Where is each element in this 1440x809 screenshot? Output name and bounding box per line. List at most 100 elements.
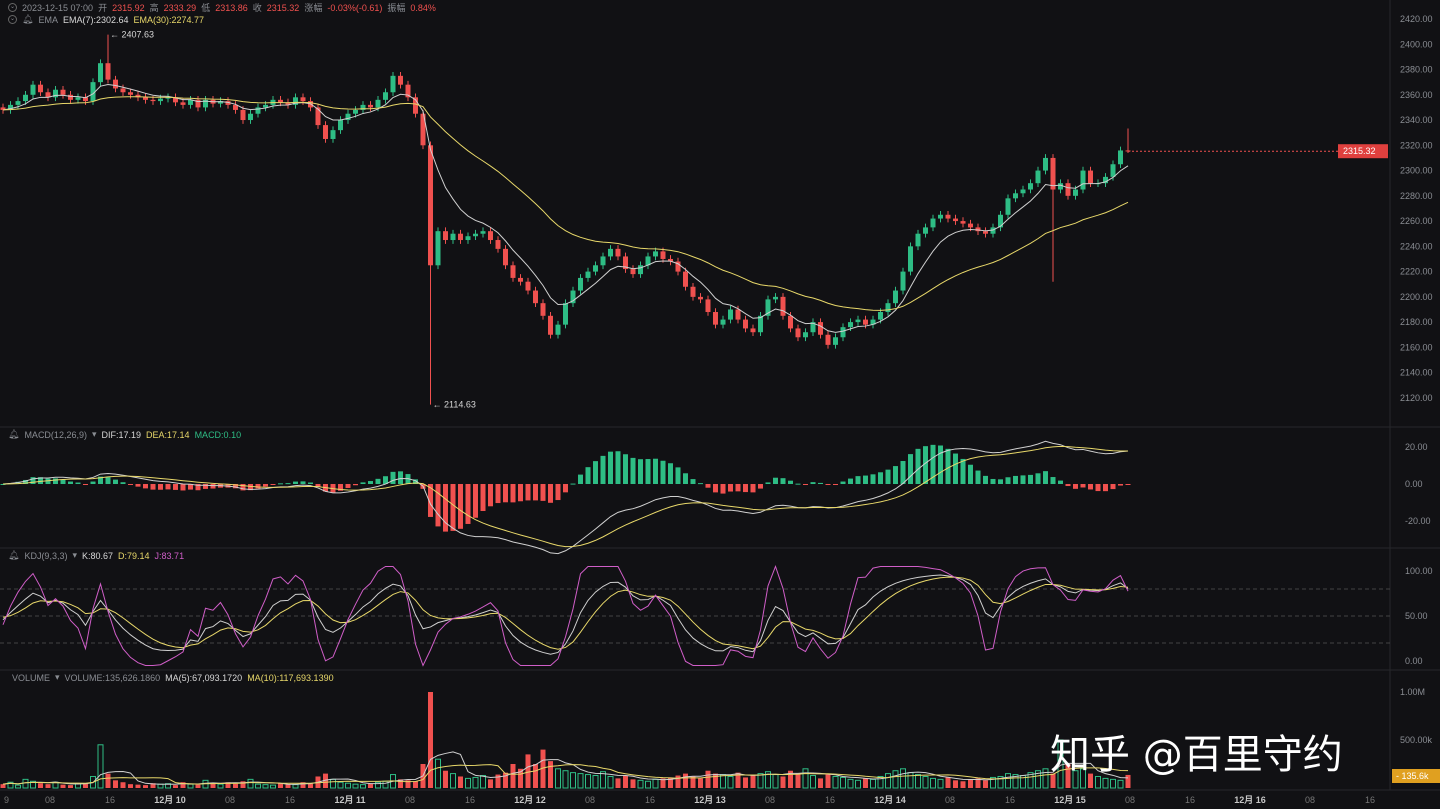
macd-histogram-bar [953, 453, 958, 484]
candle-body [563, 303, 568, 325]
candle-body [705, 299, 711, 313]
macd-histogram-bar [533, 484, 538, 501]
time-tick-label: 12月 12 [514, 795, 546, 805]
macd-histogram-bar [750, 484, 756, 493]
candle-body [285, 102, 291, 105]
candle-body [1118, 150, 1123, 165]
time-tick-label: 08 [585, 795, 595, 805]
volume-bar [945, 777, 951, 788]
kdj-indicator-name[interactable]: KDJ(9,3,3) [24, 550, 68, 561]
candle-body [810, 322, 816, 333]
volume-bar [105, 773, 111, 788]
macd-tick-label: -20.00 [1405, 516, 1431, 526]
d-line [2, 576, 1129, 650]
macd-histogram-bar [818, 482, 823, 484]
bell-icon[interactable]: 🔔︎ [8, 429, 20, 439]
volume-bar [488, 779, 493, 788]
macd-histogram-bar [495, 484, 501, 504]
candle-body [263, 104, 268, 108]
collapse-icon[interactable]: ⌄ [8, 3, 17, 12]
kdj-tick-label: 50.00 [1405, 611, 1428, 621]
candle-body [548, 315, 553, 335]
volume-bar [323, 773, 328, 788]
volume-bar [1042, 768, 1049, 789]
time-tick-label: 16 [1185, 795, 1195, 805]
macd-histogram-bar [120, 482, 126, 484]
volume-bar [225, 782, 231, 788]
volume-ma10-line [2, 764, 1129, 785]
volume-bar [788, 770, 793, 788]
ema-legend: ⌄ 🔔︎ EMA EMA(7):2302.64 EMA(30):2274.77 [8, 14, 205, 25]
candle-body [105, 63, 111, 80]
macd-histogram-bar [248, 484, 253, 491]
macd-histogram-bar [353, 484, 358, 486]
dropdown-icon[interactable]: ▾ [91, 429, 97, 439]
volume-bar [22, 778, 29, 789]
macd-histogram-bar [990, 478, 996, 484]
volume-bar [270, 784, 276, 789]
macd-histogram-bar [893, 466, 898, 484]
dropdown-icon[interactable]: ▾ [72, 550, 77, 560]
macd-histogram-bar [570, 483, 576, 485]
volume-bar [113, 780, 118, 788]
bell-icon[interactable]: 🔔︎ [8, 550, 20, 560]
macd-histogram-bar [923, 446, 928, 484]
kdj-legend: 🔔︎ KDJ(9,3,3) ▾ K:80.67 D:79.14 J:83.71 [8, 550, 185, 561]
time-tick-label: 16 [1005, 795, 1015, 805]
volume-bar [615, 778, 621, 788]
volume-bar [255, 783, 261, 789]
volume-bar [1012, 774, 1019, 789]
candle-body [923, 227, 928, 234]
macd-histogram-bar [203, 484, 208, 489]
volume-bar [30, 780, 36, 789]
price-tick-label: 2140.00 [1400, 368, 1433, 378]
candle-body [1058, 183, 1063, 190]
macd-tick-label: 20.00 [1405, 442, 1428, 452]
candle-body [533, 290, 538, 304]
macd-histogram-bar [390, 471, 396, 484]
volume-bar [97, 744, 104, 789]
volume-bar [368, 783, 373, 788]
volume-bar [577, 773, 584, 789]
candle-body [945, 214, 951, 219]
macd-histogram-bar [293, 481, 298, 484]
macd-histogram-bar [105, 477, 111, 484]
candle-body [1065, 183, 1071, 196]
macd-indicator-name[interactable]: MACD(12,26,9) [24, 429, 87, 440]
volume-bar [345, 782, 351, 789]
macd-histogram-bar [690, 479, 696, 484]
candle-body [848, 322, 853, 328]
candle-body [660, 251, 666, 259]
volume-bar [630, 779, 636, 788]
time-tick-label: 12月 14 [874, 795, 906, 805]
candle-body [240, 109, 246, 121]
k-line [2, 574, 1129, 655]
macd-histogram-bar [968, 464, 973, 484]
volume-bar [308, 783, 313, 788]
macd-histogram-bar [30, 477, 36, 484]
volume-ma5-line [2, 751, 1129, 785]
volume-bar [195, 784, 201, 788]
time-tick-label: 9 [4, 795, 9, 805]
candle-body [420, 113, 426, 146]
volume-bar [120, 782, 126, 788]
macd-histogram-bar [68, 481, 73, 484]
macd-histogram-bar [285, 483, 291, 485]
collapse-icon[interactable]: ⌄ [8, 15, 17, 24]
macd-histogram-bar [150, 484, 156, 490]
ema-indicator-name[interactable]: EMA [38, 14, 58, 25]
volume-bar [443, 770, 448, 788]
bell-icon[interactable]: 🔔︎ [22, 14, 34, 24]
time-tick-label: 16 [1365, 795, 1375, 805]
volume-bar [600, 771, 606, 789]
candle-body [645, 256, 651, 266]
macd-histogram-bar [780, 478, 786, 484]
volume-bar [795, 773, 801, 788]
macd-histogram-bar [1013, 475, 1018, 484]
dropdown-icon[interactable]: ▾ [55, 672, 60, 682]
candle-body [773, 296, 778, 300]
volume-bar [1088, 773, 1093, 788]
macd-histogram-bar [135, 484, 141, 487]
volume-indicator-name[interactable]: VOLUME [12, 672, 51, 683]
